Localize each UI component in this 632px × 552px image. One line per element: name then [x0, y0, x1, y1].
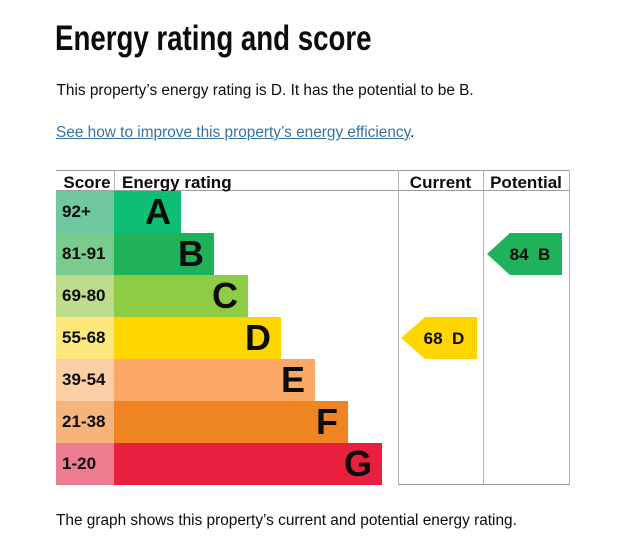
svg-text:68 D: 68 D [424, 329, 465, 348]
svg-text:84 B: 84 B [510, 245, 551, 264]
